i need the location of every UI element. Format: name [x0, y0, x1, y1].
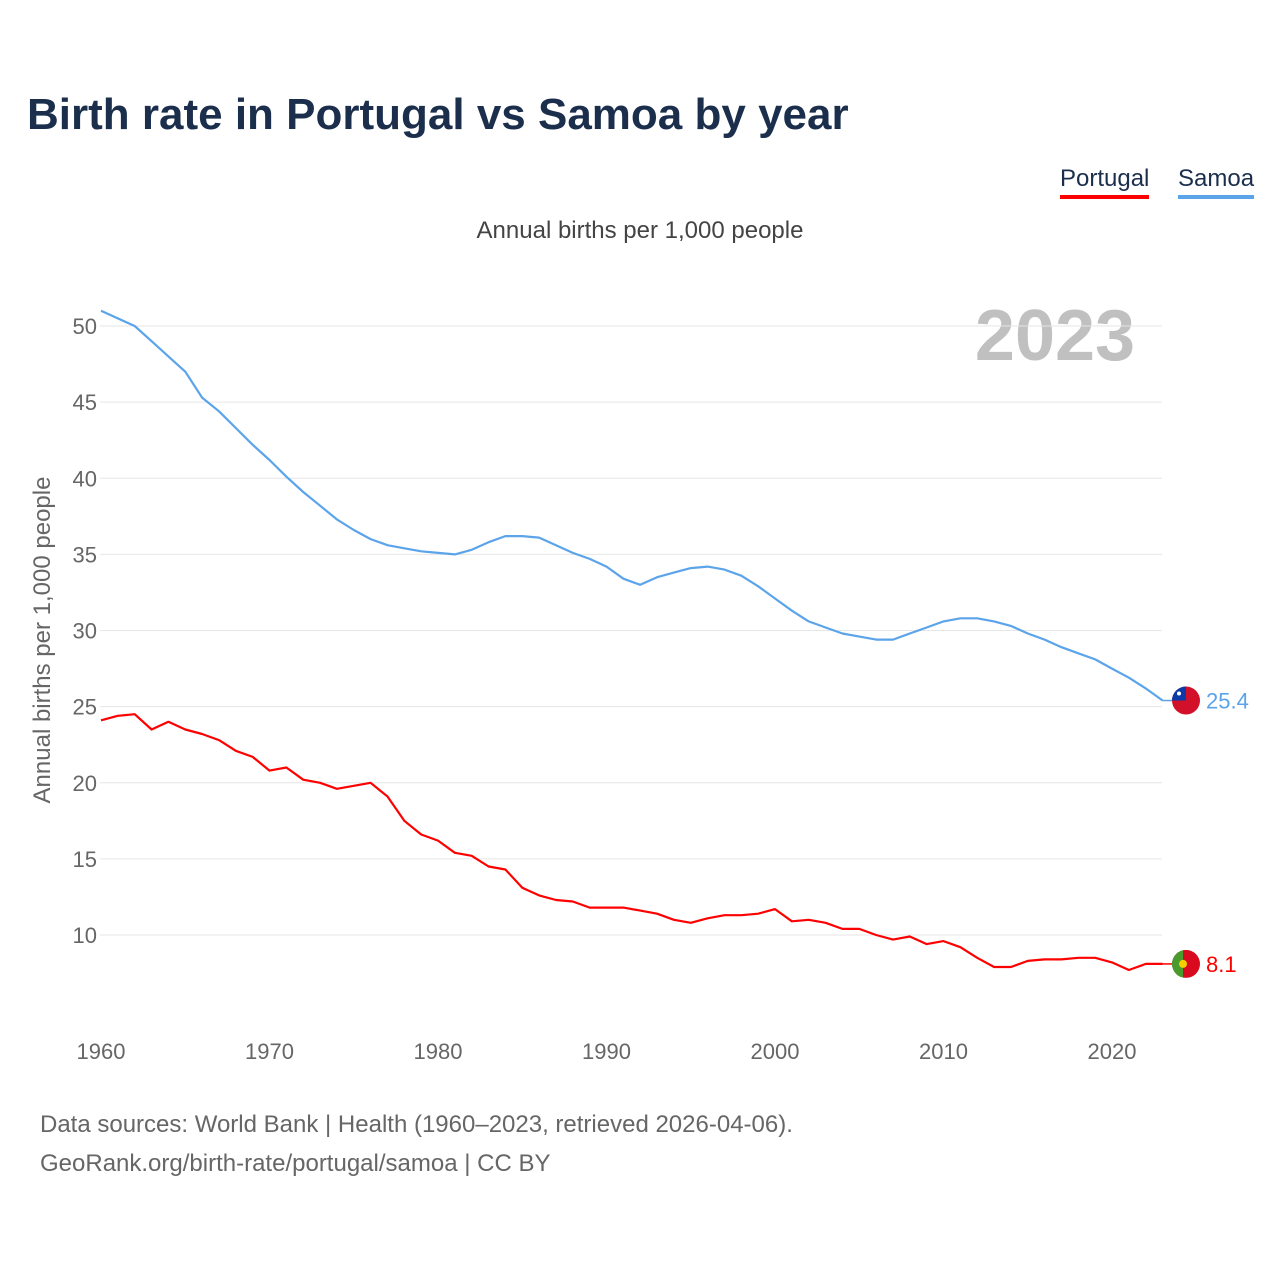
source-link[interactable]: GeoRank.org/birth-rate/portugal/samoa | …	[40, 1150, 551, 1177]
y-tick-label: 30	[73, 619, 97, 644]
flag-green	[1172, 949, 1183, 978]
y-tick-label: 50	[73, 314, 97, 339]
x-tick-label: 1990	[582, 1039, 631, 1064]
x-tick-label: 1970	[245, 1039, 294, 1064]
x-tick-label: 1980	[414, 1039, 463, 1064]
x-tick-label: 1960	[77, 1039, 126, 1064]
end-value-label: 25.4	[1206, 689, 1249, 714]
flag-emblem	[1179, 959, 1187, 968]
legend-samoa[interactable]: Samoa	[1178, 165, 1255, 199]
source-note: Data sources: World Bank | Health (1960–…	[40, 1111, 793, 1138]
y-tick-label: 45	[73, 390, 97, 415]
year-watermark: 2023	[975, 296, 1135, 376]
y-tick-label: 25	[73, 695, 97, 720]
x-tick-label: 2000	[751, 1039, 800, 1064]
x-tick-label: 2020	[1088, 1039, 1137, 1064]
chart-title: Birth rate in Portugal vs Samoa by year	[27, 90, 849, 139]
end-value-label: 8.1	[1206, 952, 1237, 977]
y-tick-label: 10	[73, 923, 97, 948]
series-line-portugal	[100, 713, 1163, 972]
flag-star	[1177, 691, 1181, 696]
y-tick-label: 40	[73, 466, 97, 491]
y-tick-label: 35	[73, 542, 97, 567]
chart-subtitle: Annual births per 1,000 people	[476, 217, 804, 244]
y-axis-label: Annual births per 1,000 people	[29, 477, 56, 804]
y-tick-label: 20	[73, 771, 97, 796]
footer: Data sources: World Bank | Health (1960–…	[40, 1105, 793, 1183]
y-tick-label: 15	[73, 847, 97, 872]
series-line-samoa	[100, 309, 1164, 702]
x-tick-label: 2010	[919, 1039, 968, 1064]
legend-portugal[interactable]: Portugal	[1060, 165, 1150, 199]
